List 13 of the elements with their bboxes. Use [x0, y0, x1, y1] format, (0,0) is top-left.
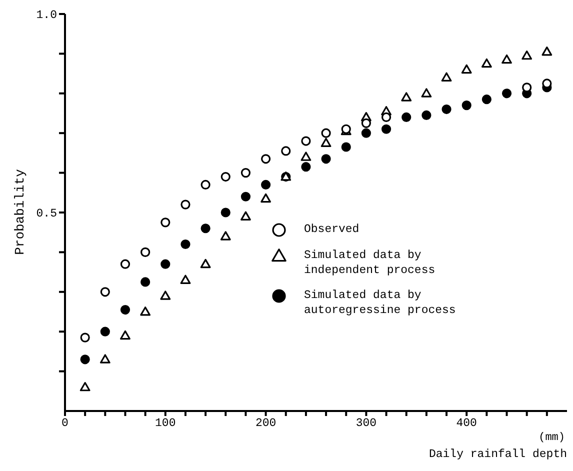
text: (mm) [538, 432, 565, 444]
y-tick-label: 1.0 [36, 9, 58, 22]
legend-label: Simulated data by autoregressine process [304, 288, 457, 318]
x-tick-label: 400 [456, 417, 478, 430]
x-tick-label: 0 [62, 417, 69, 430]
x-tick-label: 100 [155, 417, 176, 430]
x-tick-label: 200 [255, 417, 276, 430]
x-axis-title: Daily rainfall depth [428, 448, 567, 461]
legend-label: Observed [304, 222, 360, 237]
y-tick-label: 0.5 [36, 208, 58, 221]
legend-label: Simulated data by independent process [304, 248, 436, 278]
y-axis-title: Probability [12, 169, 28, 255]
x-tick-label: 300 [356, 417, 377, 430]
